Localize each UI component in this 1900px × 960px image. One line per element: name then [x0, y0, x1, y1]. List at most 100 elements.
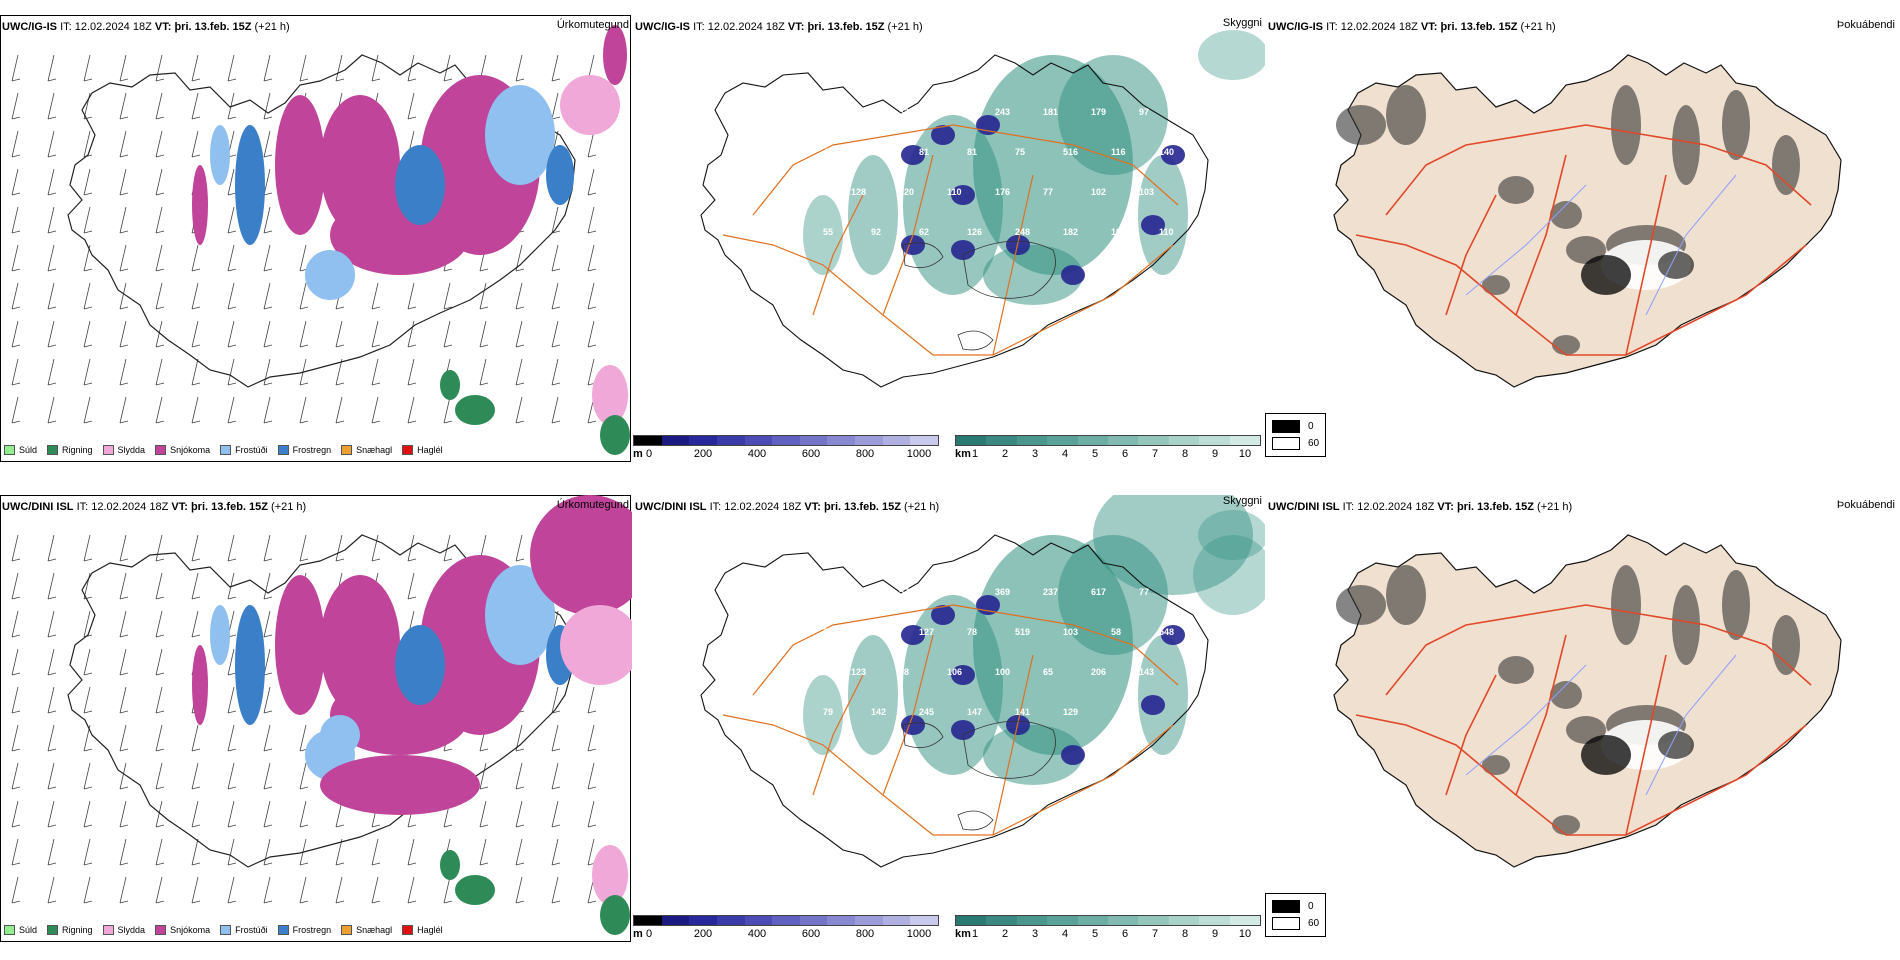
precip-legend: Súld Rigning Slydda Snjókoma Frostúði Frostre… [4, 920, 447, 940]
legend-label: Frostregn [292, 445, 332, 455]
legend-swatch [341, 445, 353, 455]
legend-swatch [277, 925, 289, 935]
scale-cell [744, 436, 773, 445]
scale-tick-label: 800 [855, 928, 875, 940]
visibility-value: 248 [1015, 227, 1030, 237]
visibility-value: 243 [995, 107, 1010, 117]
scale-tick-label: 800 [855, 448, 875, 460]
scale-tick-label: 5 [1091, 448, 1099, 460]
visibility-value: 128 [851, 187, 866, 197]
scale-cell [1077, 916, 1109, 925]
visibility-value: 127 [919, 627, 934, 637]
visibility-value: 321 [899, 107, 914, 117]
fog-key-row: 60 [1272, 915, 1319, 932]
scale-cell [744, 916, 773, 925]
visibility-scale-km: km 1 2 3 4 5 6 7 8 9 10 [955, 435, 1261, 462]
panel-header: UWC/DINI ISL IT: 12.02.2024 18Z VT: þri.… [635, 501, 939, 513]
scale-cell [1016, 436, 1048, 445]
scale-cell [956, 436, 987, 445]
legend-swatch [220, 925, 232, 935]
visibility-value: 102 [1091, 187, 1106, 197]
it-value: 12.02.2024 18Z [91, 501, 169, 513]
visibility-value: 142 [871, 707, 886, 717]
visibility-value: 109 [803, 587, 818, 597]
legend-item: Haglél [402, 445, 443, 455]
scale-cell [1168, 436, 1200, 445]
legend-item: Súld [4, 445, 37, 455]
panel-title: Úrkomutegund [556, 499, 629, 511]
it-value: 12.02.2024 18Z [1357, 501, 1435, 513]
visibility-value: 575 [899, 587, 914, 597]
visibility-value: 617 [1091, 587, 1106, 597]
visibility-value: 245 [919, 707, 934, 717]
panel-header: UWC/DINI ISL IT: 12.02.2024 18Z VT: þri.… [1268, 501, 1572, 513]
vt-value: þri. 13.feb. 15Z [823, 501, 901, 513]
lead-time: (+21 h) [1520, 21, 1556, 33]
scale-tick-label: 8 [1181, 928, 1189, 940]
fog-key: 0 60 [1265, 413, 1327, 457]
scale-cell [772, 916, 800, 925]
scale-tick-label: 400 [747, 928, 767, 940]
legend-label: Slydda [117, 445, 146, 455]
legend-label: Snæhagl [356, 925, 393, 935]
scale-cell [689, 436, 717, 445]
scale-cell [855, 916, 883, 925]
vt-value: þri. 13.feb. 15Z [174, 21, 252, 33]
lead-time: (+21 h) [887, 21, 923, 33]
it-label: IT: [1342, 501, 1355, 513]
scale-tick-label: 400 [747, 448, 767, 460]
panel-fog-top: UWC/IG-IS IT: 12.02.2024 18Z VT: þri. 13… [1265, 15, 1898, 480]
scale-tick-label: 4 [1061, 928, 1069, 940]
visibility-value: 103 [1063, 627, 1078, 637]
visibility-value: 353 [947, 107, 962, 117]
visibility-value: 516 [1063, 147, 1078, 157]
vt-label: VT: [154, 21, 172, 33]
visibility-value: 265 [803, 667, 818, 677]
panel-title: Skyggni [1222, 17, 1262, 29]
fog-key-swatch [1272, 420, 1300, 433]
legend-item: Snjókoma [155, 445, 210, 455]
fog-key-row: 0 [1272, 418, 1319, 435]
visibility-value: 206 [1091, 667, 1106, 677]
lead-time: (+21 h) [1537, 501, 1573, 513]
scale-tick-label: 200 [693, 448, 713, 460]
scale-labels: m 0 200 400 600 800 1000 [633, 928, 939, 942]
panel-header: UWC/IG-IS IT: 12.02.2024 18Z VT: þri. 13… [1268, 21, 1556, 33]
legend-swatch [47, 445, 59, 455]
visibility-value: 548 [1159, 627, 1174, 637]
visibility-value: 436 [823, 147, 838, 157]
visibility-value: 123 [851, 667, 866, 677]
legend-item: Frostregn [277, 445, 332, 455]
scale-cell [1199, 916, 1230, 925]
visibility-value: 110 [947, 187, 962, 197]
scale-cell [716, 916, 745, 925]
panel-title: Þokuábendi [1836, 19, 1895, 31]
visibility-value: 116 [1111, 147, 1126, 157]
scale-cell [1047, 436, 1078, 445]
legend-label: Rigning [62, 445, 93, 455]
visibility-value: 161 [851, 107, 866, 117]
scale-cell [634, 436, 662, 445]
scale-cell [1199, 436, 1230, 445]
fog-key-swatch [1272, 917, 1300, 930]
scale-tick-label: 7 [1151, 448, 1159, 460]
scale-tick-label: 5 [1091, 928, 1099, 940]
scale-tick-label: 600 [801, 928, 821, 940]
legend-swatch [155, 925, 167, 935]
legend-item: Snæhagl [341, 925, 392, 935]
scale-cell [1138, 916, 1169, 925]
scale-tick-label: 7 [1151, 928, 1159, 940]
scale-cell [689, 916, 717, 925]
legend-swatch [277, 445, 289, 455]
scale-bar [955, 915, 1261, 926]
visibility-value: 55 [823, 227, 833, 237]
visibility-value: 75 [1015, 147, 1025, 157]
scale-tick-label: 9 [1211, 448, 1219, 460]
panel-title: Skyggni [1222, 495, 1262, 507]
scale-cell [772, 436, 800, 445]
visibility-value: 129 [1063, 707, 1078, 717]
scale-cell [1229, 916, 1261, 925]
visibility-value: 519 [1015, 627, 1030, 637]
scale-tick-label: 8 [1181, 448, 1189, 460]
model-name: UWC/DINI ISL [635, 501, 707, 513]
